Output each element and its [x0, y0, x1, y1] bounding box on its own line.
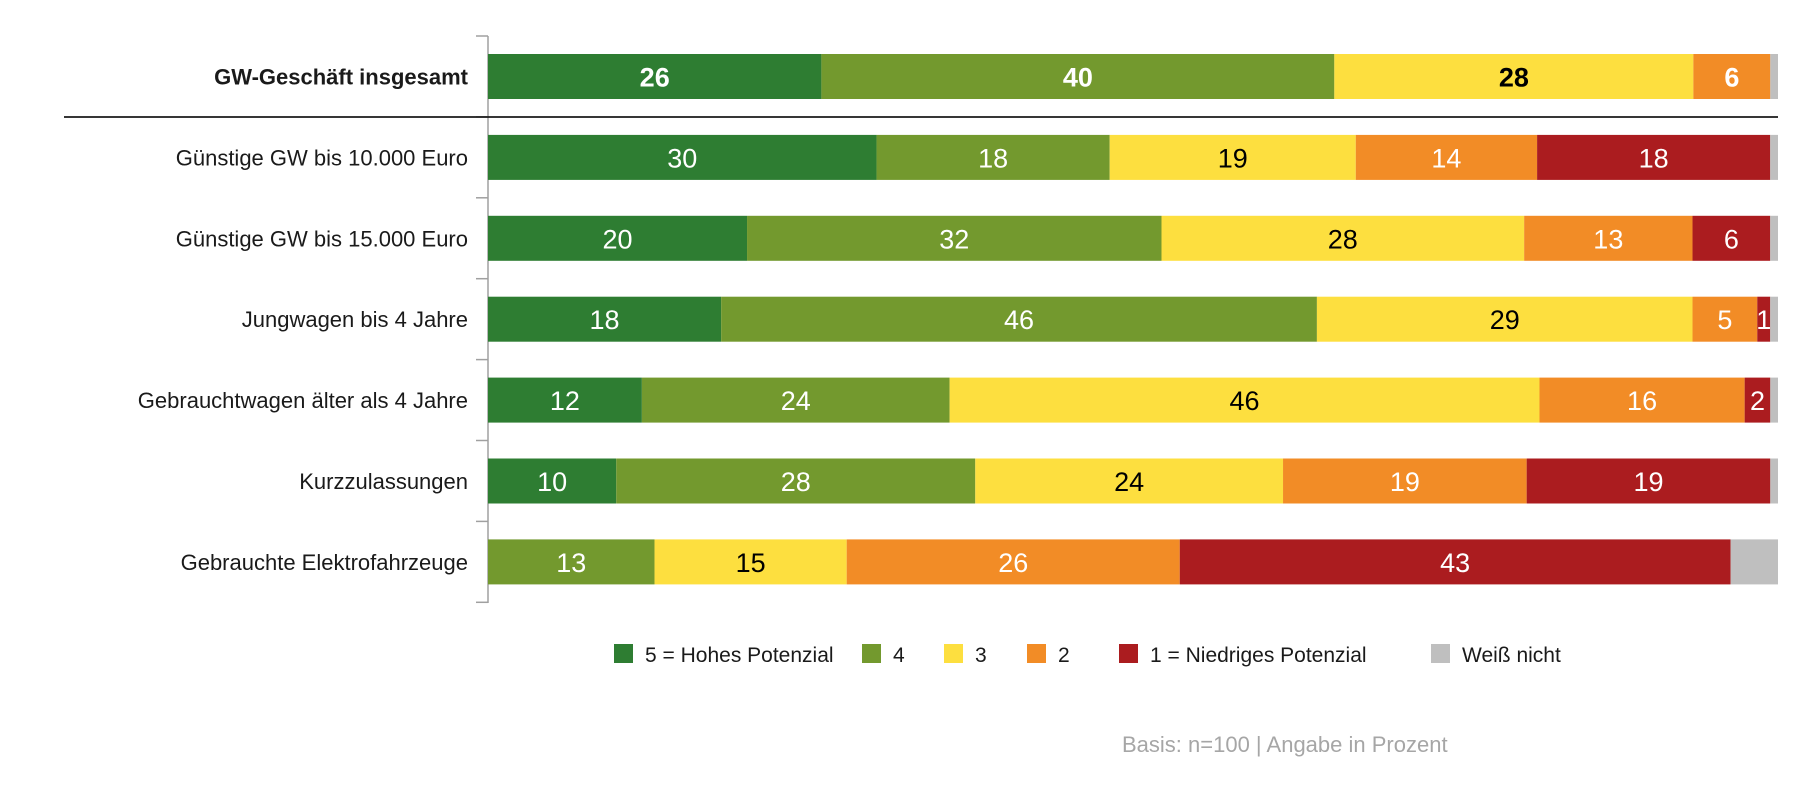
bar-segment-gebrauchtwagen-alter-als-4-jahre-5-hohes-potenzial: [488, 377, 642, 423]
legend-label-2: 2: [1058, 644, 1070, 667]
bar-segment-gunstige-gw-bis-10-000-euro-wei-nicht: [1770, 134, 1778, 180]
data-label-kurzzulassungen-1-niedriges-potenzial: 19: [1633, 467, 1663, 497]
legend-label-1-niedriges-potenzial: 1 = Niedriges Potenzial: [1150, 644, 1367, 667]
data-label-gunstige-gw-bis-15-000-euro-4: 32: [939, 224, 969, 254]
bar-segment-gw-geschaft-insgesamt-wei-nicht: [1770, 54, 1778, 99]
bar-segment-gebrauchtwagen-alter-als-4-jahre-1-niedriges-potenzial: [1744, 377, 1771, 423]
legend-swatch-2: [1027, 644, 1046, 663]
bar-segment-gunstige-gw-bis-10-000-euro-1-niedriges-potenzial: [1537, 134, 1771, 180]
bar-segment-kurzzulassungen-2: [1283, 458, 1527, 504]
category-label-jungwagen-bis-4-jahre: Jungwagen bis 4 Jahre: [242, 307, 468, 332]
bars-layer: 26 40 28 6 30 18 19 14 18 20 32 28 13 6 18 46 29 5 1 12 24 46…: [488, 54, 1778, 585]
legend-swatch-4: [862, 644, 881, 663]
bar-segment-gebrauchtwagen-alter-als-4-jahre-wei-nicht: [1770, 377, 1778, 423]
bar-segment-gebrauchte-elektrofahrzeuge-4: [488, 539, 655, 585]
category-label-gunstige-gw-bis-15-000-euro: Günstige GW bis 15.000 Euro: [176, 226, 468, 251]
bar-segment-kurzzulassungen-4: [616, 458, 976, 504]
data-label-gebrauchtwagen-alter-als-4-jahre-1-niedriges-potenzial: 2: [1750, 386, 1765, 416]
data-label-gw-geschaft-insgesamt-5-hohes-potenzial: 26: [640, 63, 670, 93]
bar-segment-gunstige-gw-bis-15-000-euro-wei-nicht: [1770, 215, 1778, 261]
bar-segment-gw-geschaft-insgesamt-3: [1334, 54, 1694, 99]
data-label-kurzzulassungen-2: 19: [1390, 467, 1420, 497]
legend-swatch-3: [944, 644, 963, 663]
category-label-gunstige-gw-bis-10-000-euro: Günstige GW bis 10.000 Euro: [176, 145, 468, 170]
data-label-gebrauchte-elektrofahrzeuge-3: 15: [736, 548, 766, 578]
data-label-gebrauchtwagen-alter-als-4-jahre-3: 46: [1230, 386, 1260, 416]
basis-note: Basis: n=100 | Angabe in Prozent: [1122, 732, 1448, 757]
bar-segment-kurzzulassungen-1-niedriges-potenzial: [1526, 458, 1771, 504]
data-label-jungwagen-bis-4-jahre-5-hohes-potenzial: 18: [590, 305, 620, 335]
data-label-gw-geschaft-insgesamt-2: 6: [1724, 63, 1739, 93]
bar-segment-kurzzulassungen-5-hohes-potenzial: [488, 458, 617, 504]
data-label-gunstige-gw-bis-15-000-euro-2: 13: [1593, 224, 1623, 254]
bar-segment-jungwagen-bis-4-jahre-5-hohes-potenzial: [488, 296, 722, 342]
bar-segment-gunstige-gw-bis-15-000-euro-2: [1524, 215, 1693, 261]
data-label-kurzzulassungen-3: 24: [1114, 467, 1144, 497]
data-label-gebrauchte-elektrofahrzeuge-4: 13: [556, 548, 586, 578]
category-labels: GW-Geschäft insgesamt Günstige GW bis 10.…: [138, 65, 469, 575]
bar-segment-gebrauchte-elektrofahrzeuge-2: [846, 539, 1180, 585]
bar-segment-gunstige-gw-bis-15-000-euro-3: [1161, 215, 1525, 261]
bar-segment-gunstige-gw-bis-15-000-euro-1-niedriges-potenzial: [1692, 215, 1771, 261]
data-label-gw-geschaft-insgesamt-3: 28: [1499, 63, 1529, 93]
data-label-gunstige-gw-bis-10-000-euro-1-niedriges-potenzial: 18: [1639, 143, 1669, 173]
category-label-kurzzulassungen: Kurzzulassungen: [299, 469, 468, 494]
bar-segment-kurzzulassungen-wei-nicht: [1770, 458, 1778, 504]
legend-swatch-1-niedriges-potenzial: [1119, 644, 1138, 663]
data-label-gunstige-gw-bis-15-000-euro-3: 28: [1328, 224, 1358, 254]
legend-label-4: 4: [893, 644, 905, 667]
legend-label-3: 3: [975, 644, 987, 667]
bar-segment-gunstige-gw-bis-10-000-euro-2: [1355, 134, 1538, 180]
bar-segment-jungwagen-bis-4-jahre-1-niedriges-potenzial: [1757, 296, 1771, 342]
data-label-jungwagen-bis-4-jahre-2: 5: [1717, 305, 1732, 335]
data-label-gebrauchte-elektrofahrzeuge-2: 26: [998, 548, 1028, 578]
bar-segment-gebrauchtwagen-alter-als-4-jahre-2: [1539, 377, 1745, 423]
data-label-kurzzulassungen-4: 28: [781, 467, 811, 497]
data-label-gw-geschaft-insgesamt-4: 40: [1063, 63, 1093, 93]
legend-swatch-5-hohes-potenzial: [614, 644, 633, 663]
data-label-gebrauchtwagen-alter-als-4-jahre-5-hohes-potenzial: 12: [550, 386, 580, 416]
data-label-gunstige-gw-bis-10-000-euro-4: 18: [978, 143, 1008, 173]
bar-segment-jungwagen-bis-4-jahre-2: [1692, 296, 1758, 342]
data-label-gunstige-gw-bis-10-000-euro-5-hohes-potenzial: 30: [667, 143, 697, 173]
bar-segment-jungwagen-bis-4-jahre-3: [1316, 296, 1693, 342]
bar-segment-gunstige-gw-bis-15-000-euro-5-hohes-potenzial: [488, 215, 748, 261]
data-label-gunstige-gw-bis-10-000-euro-2: 14: [1431, 143, 1461, 173]
category-label-gebrauchtwagen-alter-als-4-jahre: Gebrauchtwagen älter als 4 Jahre: [138, 388, 468, 413]
bar-segment-gebrauchtwagen-alter-als-4-jahre-4: [641, 377, 950, 423]
bar-segment-gunstige-gw-bis-10-000-euro-5-hohes-potenzial: [488, 134, 877, 180]
data-label-jungwagen-bis-4-jahre-1-niedriges-potenzial: 1: [1756, 305, 1771, 335]
legend-swatch-wei-nicht: [1431, 644, 1450, 663]
bar-segment-jungwagen-bis-4-jahre-wei-nicht: [1770, 296, 1778, 342]
bar-segment-gunstige-gw-bis-15-000-euro-4: [747, 215, 1162, 261]
legend-label-wei-nicht: Weiß nicht: [1462, 644, 1561, 667]
legend: 5 = Hohes Potenzial 4 3 2 1 = Niedriges Pote…: [614, 644, 1561, 667]
category-label-gw-geschaft-insgesamt: GW-Geschäft insgesamt: [214, 65, 469, 90]
bar-segment-gebrauchte-elektrofahrzeuge-3: [654, 539, 847, 585]
data-label-gebrauchtwagen-alter-als-4-jahre-4: 24: [781, 386, 811, 416]
bar-segment-gw-geschaft-insgesamt-5-hohes-potenzial: [488, 54, 822, 99]
bar-segment-gw-geschaft-insgesamt-2: [1693, 54, 1771, 99]
bar-segment-gunstige-gw-bis-10-000-euro-4: [876, 134, 1110, 180]
bar-segment-kurzzulassungen-3: [975, 458, 1284, 504]
data-label-gunstige-gw-bis-15-000-euro-1-niedriges-potenzial: 6: [1724, 224, 1739, 254]
data-label-gebrauchtwagen-alter-als-4-jahre-2: 16: [1627, 386, 1657, 416]
data-label-kurzzulassungen-5-hohes-potenzial: 10: [537, 467, 567, 497]
bar-segment-jungwagen-bis-4-jahre-4: [721, 296, 1317, 342]
data-label-gunstige-gw-bis-15-000-euro-5-hohes-potenzial: 20: [602, 224, 632, 254]
bar-segment-gebrauchte-elektrofahrzeuge-1-niedriges-potenzial: [1179, 539, 1731, 585]
bar-segment-gebrauchtwagen-alter-als-4-jahre-3: [949, 377, 1540, 423]
data-label-jungwagen-bis-4-jahre-4: 46: [1004, 305, 1034, 335]
data-label-gebrauchte-elektrofahrzeuge-1-niedriges-potenzial: 43: [1440, 548, 1470, 578]
legend-label-5-hohes-potenzial: 5 = Hohes Potenzial: [645, 644, 834, 667]
data-label-gunstige-gw-bis-10-000-euro-3: 19: [1218, 143, 1248, 173]
data-label-jungwagen-bis-4-jahre-3: 29: [1490, 305, 1520, 335]
bar-segment-gunstige-gw-bis-10-000-euro-3: [1109, 134, 1356, 180]
category-label-gebrauchte-elektrofahrzeuge: Gebrauchte Elektrofahrzeuge: [181, 550, 468, 575]
bar-segment-gw-geschaft-insgesamt-4: [821, 54, 1335, 99]
bar-segment-gebrauchte-elektrofahrzeuge-wei-nicht: [1730, 539, 1778, 585]
